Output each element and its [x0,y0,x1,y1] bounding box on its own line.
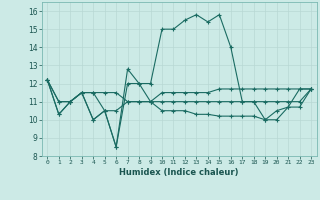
X-axis label: Humidex (Indice chaleur): Humidex (Indice chaleur) [119,168,239,177]
